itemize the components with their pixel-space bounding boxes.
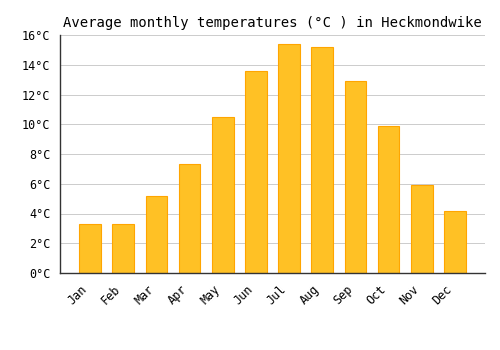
Bar — [278, 44, 300, 273]
Title: Average monthly temperatures (°C ) in Heckmondwike: Average monthly temperatures (°C ) in He… — [63, 16, 482, 30]
Bar — [312, 47, 333, 273]
Bar — [80, 224, 101, 273]
Bar — [179, 164, 201, 273]
Bar — [378, 126, 400, 273]
Bar — [444, 211, 466, 273]
Bar — [411, 185, 432, 273]
Bar — [245, 71, 266, 273]
Bar — [344, 81, 366, 273]
Bar — [112, 224, 134, 273]
Bar — [146, 196, 167, 273]
Bar — [212, 117, 234, 273]
